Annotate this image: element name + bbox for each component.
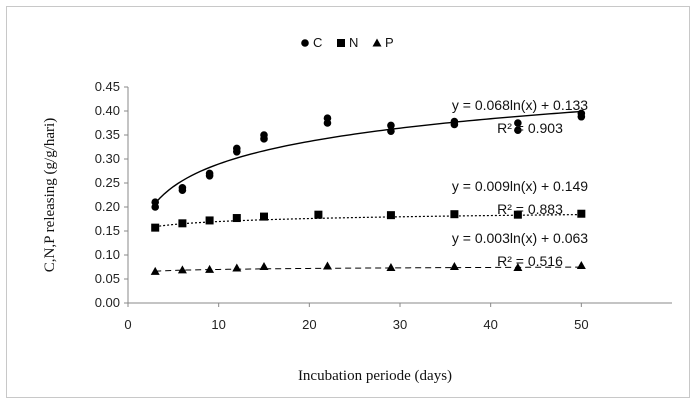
point-n xyxy=(151,223,160,232)
equation-label-n: y = 0.009ln(x) + 0.149 xyxy=(452,178,588,194)
point-p xyxy=(513,262,523,271)
y-tick-label: 0.25 xyxy=(95,175,120,190)
point-c xyxy=(233,148,241,156)
y-tick-label: 0.05 xyxy=(95,271,120,286)
y-tick-label: 0.20 xyxy=(95,199,120,214)
point-c xyxy=(514,119,522,127)
r2-label-n: R² = 0.883 xyxy=(497,201,563,217)
r2-label-p: R² = 0.516 xyxy=(497,253,563,269)
point-n xyxy=(386,211,395,220)
point-c xyxy=(205,172,214,180)
x-tick-label: 30 xyxy=(393,317,407,332)
y-tick-label: 0.35 xyxy=(95,127,120,142)
y-tick-label: 0.45 xyxy=(95,79,120,94)
point-c xyxy=(387,127,395,135)
point-n xyxy=(205,216,214,225)
trendlines xyxy=(154,110,582,272)
legend-marker-c xyxy=(301,39,309,47)
point-p xyxy=(576,261,586,270)
trendline-c xyxy=(154,110,582,204)
y-axis-title: C,N,P releasing (g/g/hari) xyxy=(42,118,58,272)
legend-marker-n xyxy=(337,39,345,47)
point-c xyxy=(577,112,586,121)
x-tick-label: 10 xyxy=(211,317,225,332)
y-tick-label: 0.15 xyxy=(95,223,120,238)
x-tick-label: 40 xyxy=(483,317,497,332)
point-p xyxy=(449,262,459,271)
data-points xyxy=(150,109,586,275)
legend-label-c: C xyxy=(313,35,322,50)
point-n xyxy=(260,212,268,221)
point-n xyxy=(577,209,586,218)
equation-label-c: y = 0.068ln(x) + 0.133 xyxy=(452,97,588,113)
legend-label-p: P xyxy=(385,35,394,50)
equation-label-p: y = 0.003ln(x) + 0.063 xyxy=(452,230,588,246)
r2-label-c: R² = 0.903 xyxy=(497,120,563,136)
point-n xyxy=(450,210,459,219)
y-tick-label: 0.00 xyxy=(95,295,120,310)
point-p xyxy=(386,262,396,271)
annotations: y = 0.068ln(x) + 0.133 R² = 0.903 y = 0.00… xyxy=(452,97,588,269)
point-c xyxy=(151,203,159,211)
point-c xyxy=(260,135,268,143)
point-p xyxy=(177,265,187,274)
point-n xyxy=(178,219,187,228)
point-p xyxy=(322,261,332,270)
point-c xyxy=(387,121,395,130)
point-p xyxy=(232,263,242,272)
x-tick-label: 0 xyxy=(124,317,131,332)
y-tick-label: 0.30 xyxy=(95,151,120,166)
y-tick-label: 0.10 xyxy=(95,247,120,262)
point-p xyxy=(205,264,215,273)
point-c xyxy=(514,126,522,134)
x-tick-label: 50 xyxy=(574,317,588,332)
point-n xyxy=(314,210,323,219)
point-n xyxy=(513,210,522,219)
legend-marker-p xyxy=(372,38,382,47)
chart-frame xyxy=(6,6,690,398)
y-tick-label: 0.40 xyxy=(95,103,120,118)
trendline-p xyxy=(155,266,582,272)
point-n xyxy=(232,214,241,223)
point-p xyxy=(150,266,160,275)
trendline-n xyxy=(155,213,582,228)
x-tick-label: 20 xyxy=(302,317,316,332)
point-c xyxy=(323,119,332,127)
point-c xyxy=(178,186,187,194)
axes: 0.00 0.05 0.10 0.15 0.20 0.25 0.30 0.35 0.40 0.45… xyxy=(95,79,672,332)
legend-label-n: N xyxy=(349,35,358,50)
point-c xyxy=(450,120,459,129)
x-axis-title: Incubation periode (days) xyxy=(298,368,452,384)
point-p xyxy=(259,262,269,271)
